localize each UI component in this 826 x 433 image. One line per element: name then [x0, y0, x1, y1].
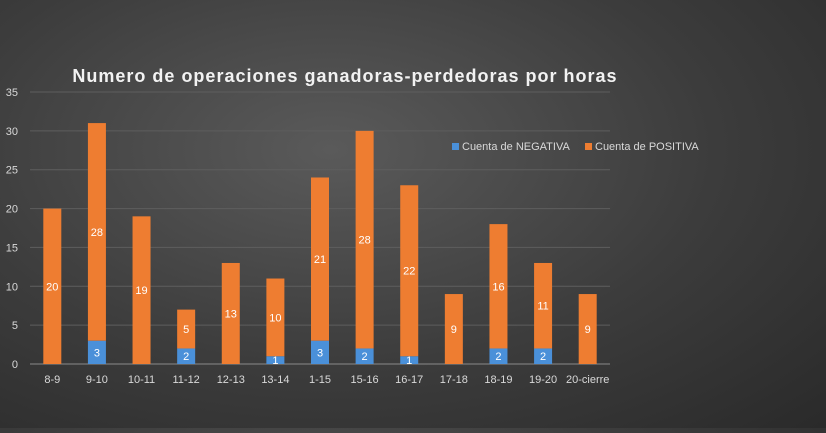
data-label: 16 [492, 281, 504, 293]
legend-label: Cuenta de NEGATIVA [462, 141, 570, 153]
bar-segment [311, 340, 329, 364]
x-tick-label: 16-17 [395, 374, 423, 386]
data-label: 3 [317, 347, 323, 359]
data-label: 10 [269, 312, 281, 324]
x-tick-label: 13-14 [261, 374, 289, 386]
data-label: 11 [537, 301, 548, 313]
data-label: 9 [585, 324, 591, 336]
x-tick-label: 9-10 [86, 374, 108, 386]
bar-segment [43, 208, 62, 364]
data-label: 1 [272, 355, 278, 367]
bar-segment [534, 348, 553, 364]
x-axis: 8-9 9-10 10-11 11-12 12-13 13-14 1-15 15-16 16-1… [44, 374, 609, 386]
data-label: 2 [495, 351, 501, 363]
data-label: 28 [91, 227, 103, 239]
bar-segment [355, 348, 374, 364]
bar-segment [177, 309, 196, 349]
data-label: 1 [406, 355, 412, 367]
legend-swatch [452, 143, 459, 150]
data-label: 28 [358, 235, 370, 247]
bar-segment [534, 262, 553, 349]
data-label: 22 [403, 266, 415, 278]
x-tick-label: 8-9 [44, 374, 60, 386]
x-tick-label: 18-19 [484, 374, 512, 386]
y-tick-label: 15 [6, 242, 18, 254]
legend: Cuenta de NEGATIVA Cuenta de POSITIVA [452, 141, 699, 153]
x-tick-label: 12-13 [217, 374, 245, 386]
data-label: 13 [225, 308, 237, 320]
y-tick-label: 20 [6, 204, 18, 216]
bar-segment [400, 185, 419, 357]
x-tick-label: 10-11 [128, 374, 155, 386]
x-tick-label: 11-12 [172, 374, 199, 386]
data-label: 3 [94, 347, 100, 359]
bar-segment [489, 348, 508, 364]
y-tick-label: 25 [6, 165, 18, 177]
bar-segment [444, 294, 463, 364]
data-label: 2 [540, 351, 546, 363]
x-tick-label: 17-18 [440, 374, 468, 386]
bar-segment [578, 294, 597, 364]
y-tick-label: 5 [12, 320, 18, 332]
x-tick-label: 19-20 [529, 374, 557, 386]
y-tick-label: 0 [12, 359, 18, 371]
bar-segment [400, 356, 419, 364]
bar-segment [266, 278, 285, 357]
data-label: 5 [183, 324, 189, 336]
data-label: 2 [183, 351, 189, 363]
data-label: 2 [362, 351, 368, 363]
legend-label: Cuenta de POSITIVA [595, 141, 699, 153]
y-tick-label: 35 [6, 87, 18, 99]
bar-segment [489, 224, 508, 349]
bar-segment [221, 262, 240, 364]
bar-segment [87, 340, 106, 364]
x-tick-label: 15-16 [351, 374, 379, 386]
bar-segment [132, 216, 151, 364]
bar-segment [311, 177, 329, 341]
data-label: 21 [314, 254, 326, 266]
chart-title: Numero de operaciones ganadoras-perdedor… [72, 66, 617, 86]
data-label: 19 [135, 285, 147, 297]
y-tick-label: 30 [6, 126, 18, 138]
bar-segment [177, 348, 196, 364]
legend-swatch [585, 143, 592, 150]
data-label: 20 [46, 281, 58, 293]
y-axis: 0 5 10 15 20 25 30 35 [6, 87, 18, 371]
bar-segment [355, 130, 374, 349]
bar-segment [266, 356, 285, 364]
bar-segment [87, 123, 106, 341]
data-label: 9 [451, 324, 457, 336]
x-tick-label: 20-cierre [566, 374, 609, 386]
y-tick-label: 10 [6, 281, 18, 293]
x-tick-label: 1-15 [309, 374, 331, 386]
